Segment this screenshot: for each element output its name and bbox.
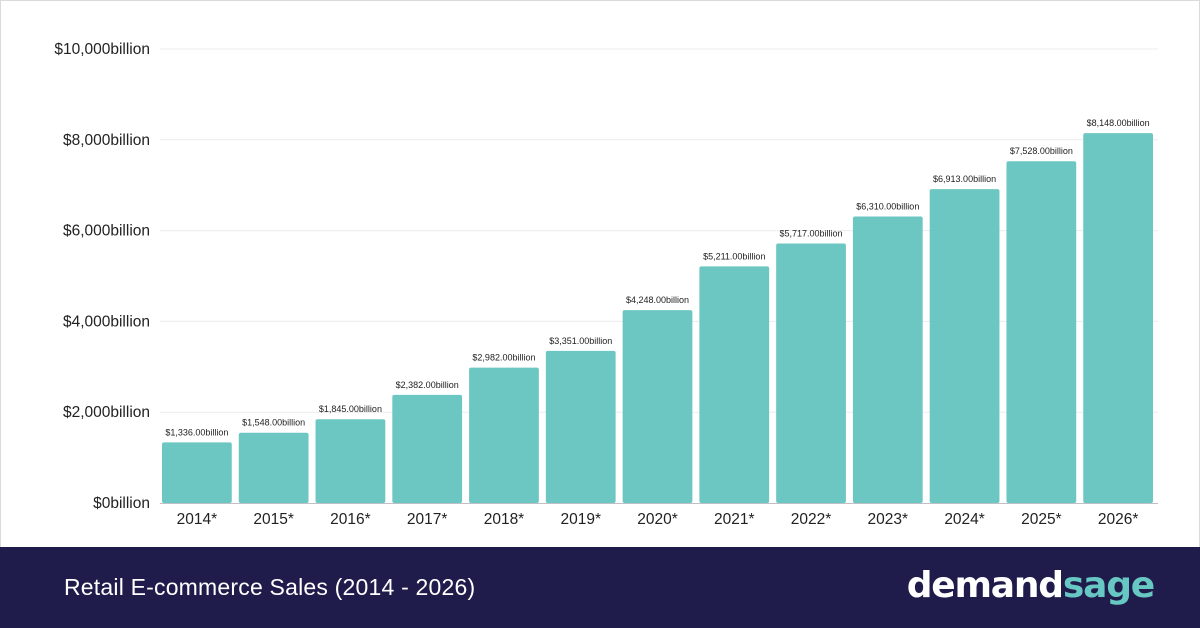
data-label: $5,211.00billion [703, 251, 765, 261]
data-label: $8,148.00billion [1087, 118, 1150, 128]
data-label: $2,382.00billion [396, 380, 459, 390]
data-label: $4,248.00billion [626, 295, 689, 305]
y-tick-label: $10,000billion [54, 41, 150, 58]
bar [1083, 133, 1153, 503]
y-tick-label: $6,000billion [63, 223, 150, 240]
x-tick-label: 2014* [177, 511, 218, 528]
y-tick-label: $2,000billion [63, 404, 150, 421]
y-tick-label: $4,000billion [63, 313, 150, 330]
data-label: $6,310.00billion [856, 202, 919, 212]
x-tick-label: 2026* [1098, 511, 1139, 528]
chart-title: Retail E-commerce Sales (2014 - 2026) [64, 574, 476, 600]
bar [1006, 161, 1077, 503]
bar [929, 189, 1000, 504]
x-tick-label: 2022* [791, 511, 832, 528]
x-tick-label: 2021* [714, 511, 755, 528]
footer-banner: Retail E-commerce Sales (2014 - 2026) de… [0, 547, 1200, 628]
data-label: $2,982.00billion [472, 353, 535, 363]
data-label: $6,913.00billion [933, 174, 996, 184]
data-label: $1,336.00billion [165, 427, 228, 437]
bar [776, 243, 846, 504]
x-tick-label: 2017* [407, 511, 448, 528]
bar [315, 419, 386, 503]
bar [469, 367, 539, 503]
bar [545, 350, 616, 503]
x-tick-label: 2025* [1021, 511, 1062, 528]
data-label: $5,717.00billion [780, 228, 843, 238]
bar [162, 442, 232, 503]
y-tick-label: $0billion [93, 495, 150, 512]
bar-chart: $0billion $2,000billion $4,000billion $6,00… [54, 41, 1158, 528]
bar [622, 310, 693, 503]
x-tick-label: 2018* [484, 511, 525, 528]
y-tick-label: $8,000billion [63, 132, 150, 149]
bar [392, 394, 463, 503]
x-tick-label: 2015* [253, 511, 294, 528]
bar [238, 432, 309, 503]
bar [699, 266, 770, 503]
demandsage-logo: demandsage [906, 565, 1156, 606]
bar [852, 216, 923, 503]
x-tick-label: 2020* [637, 511, 678, 528]
logo-text-sage: sage [1062, 565, 1155, 606]
data-label: $1,548.00billion [242, 418, 305, 428]
x-tick-label: 2024* [944, 511, 985, 528]
data-label: $7,528.00billion [1010, 146, 1073, 156]
x-tick-label: 2019* [560, 511, 601, 528]
data-label: $1,845.00billion [319, 404, 382, 414]
x-tick-label: 2016* [330, 511, 371, 528]
x-tick-label: 2023* [868, 511, 909, 528]
data-label: $3,351.00billion [549, 336, 612, 346]
logo-text-demand: demand [906, 565, 1064, 606]
